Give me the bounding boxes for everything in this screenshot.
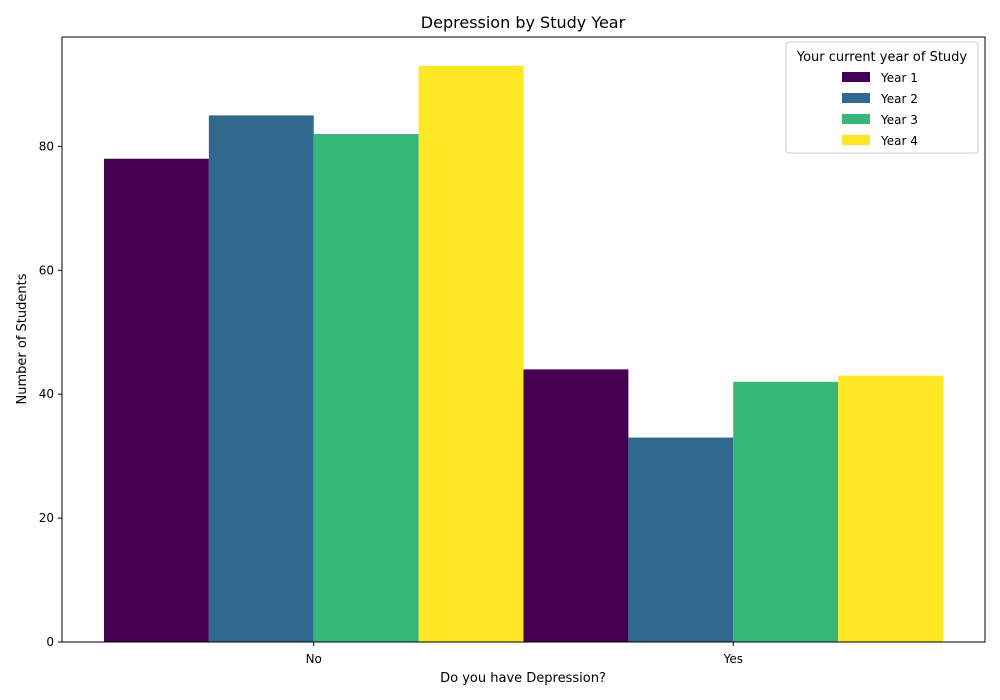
legend-items: Year 1 Year 2 Year 3 Year 4 xyxy=(842,71,918,148)
bar-year-2-no xyxy=(208,115,314,643)
bars-group xyxy=(103,65,944,643)
y-axis-label: Number of Students xyxy=(15,273,30,404)
x-tick-label: Yes xyxy=(723,652,743,666)
bar-year-3-no xyxy=(313,133,419,642)
legend-label-year-1: Year 1 xyxy=(880,71,918,85)
legend-title: Your current year of Study xyxy=(796,50,968,65)
bar-year-3-yes xyxy=(733,381,839,642)
y-tick-label: 80 xyxy=(39,139,54,153)
y-tick-label: 20 xyxy=(39,511,54,525)
y-tick-label: 60 xyxy=(39,263,54,277)
plot-frame xyxy=(61,36,986,643)
bar-year-4-yes xyxy=(838,375,944,642)
y-tick-label: 40 xyxy=(39,387,54,401)
legend-label-year-2: Year 2 xyxy=(880,92,918,106)
y-tick-label: 0 xyxy=(46,635,54,649)
legend-label-year-4: Year 4 xyxy=(880,134,918,148)
bar-year-1-yes xyxy=(523,369,629,642)
y-axis: 0 20 40 60 80 xyxy=(39,139,62,649)
bar-year-1-no xyxy=(103,158,209,642)
x-axis-label: Do you have Depression? xyxy=(440,671,606,686)
legend-label-year-3: Year 3 xyxy=(880,113,918,127)
legend-box xyxy=(785,41,979,154)
legend-swatch-year-4 xyxy=(842,135,870,145)
bar-year-4-no xyxy=(418,65,524,643)
bar-year-2-yes xyxy=(628,437,734,642)
x-axis: No Yes xyxy=(306,642,743,666)
legend-swatch-year-3 xyxy=(842,114,870,124)
chart-title: Depression by Study Year xyxy=(421,13,626,32)
legend-swatch-year-1 xyxy=(842,72,870,82)
x-tick-label: No xyxy=(306,652,322,666)
legend-swatch-year-2 xyxy=(842,93,870,103)
